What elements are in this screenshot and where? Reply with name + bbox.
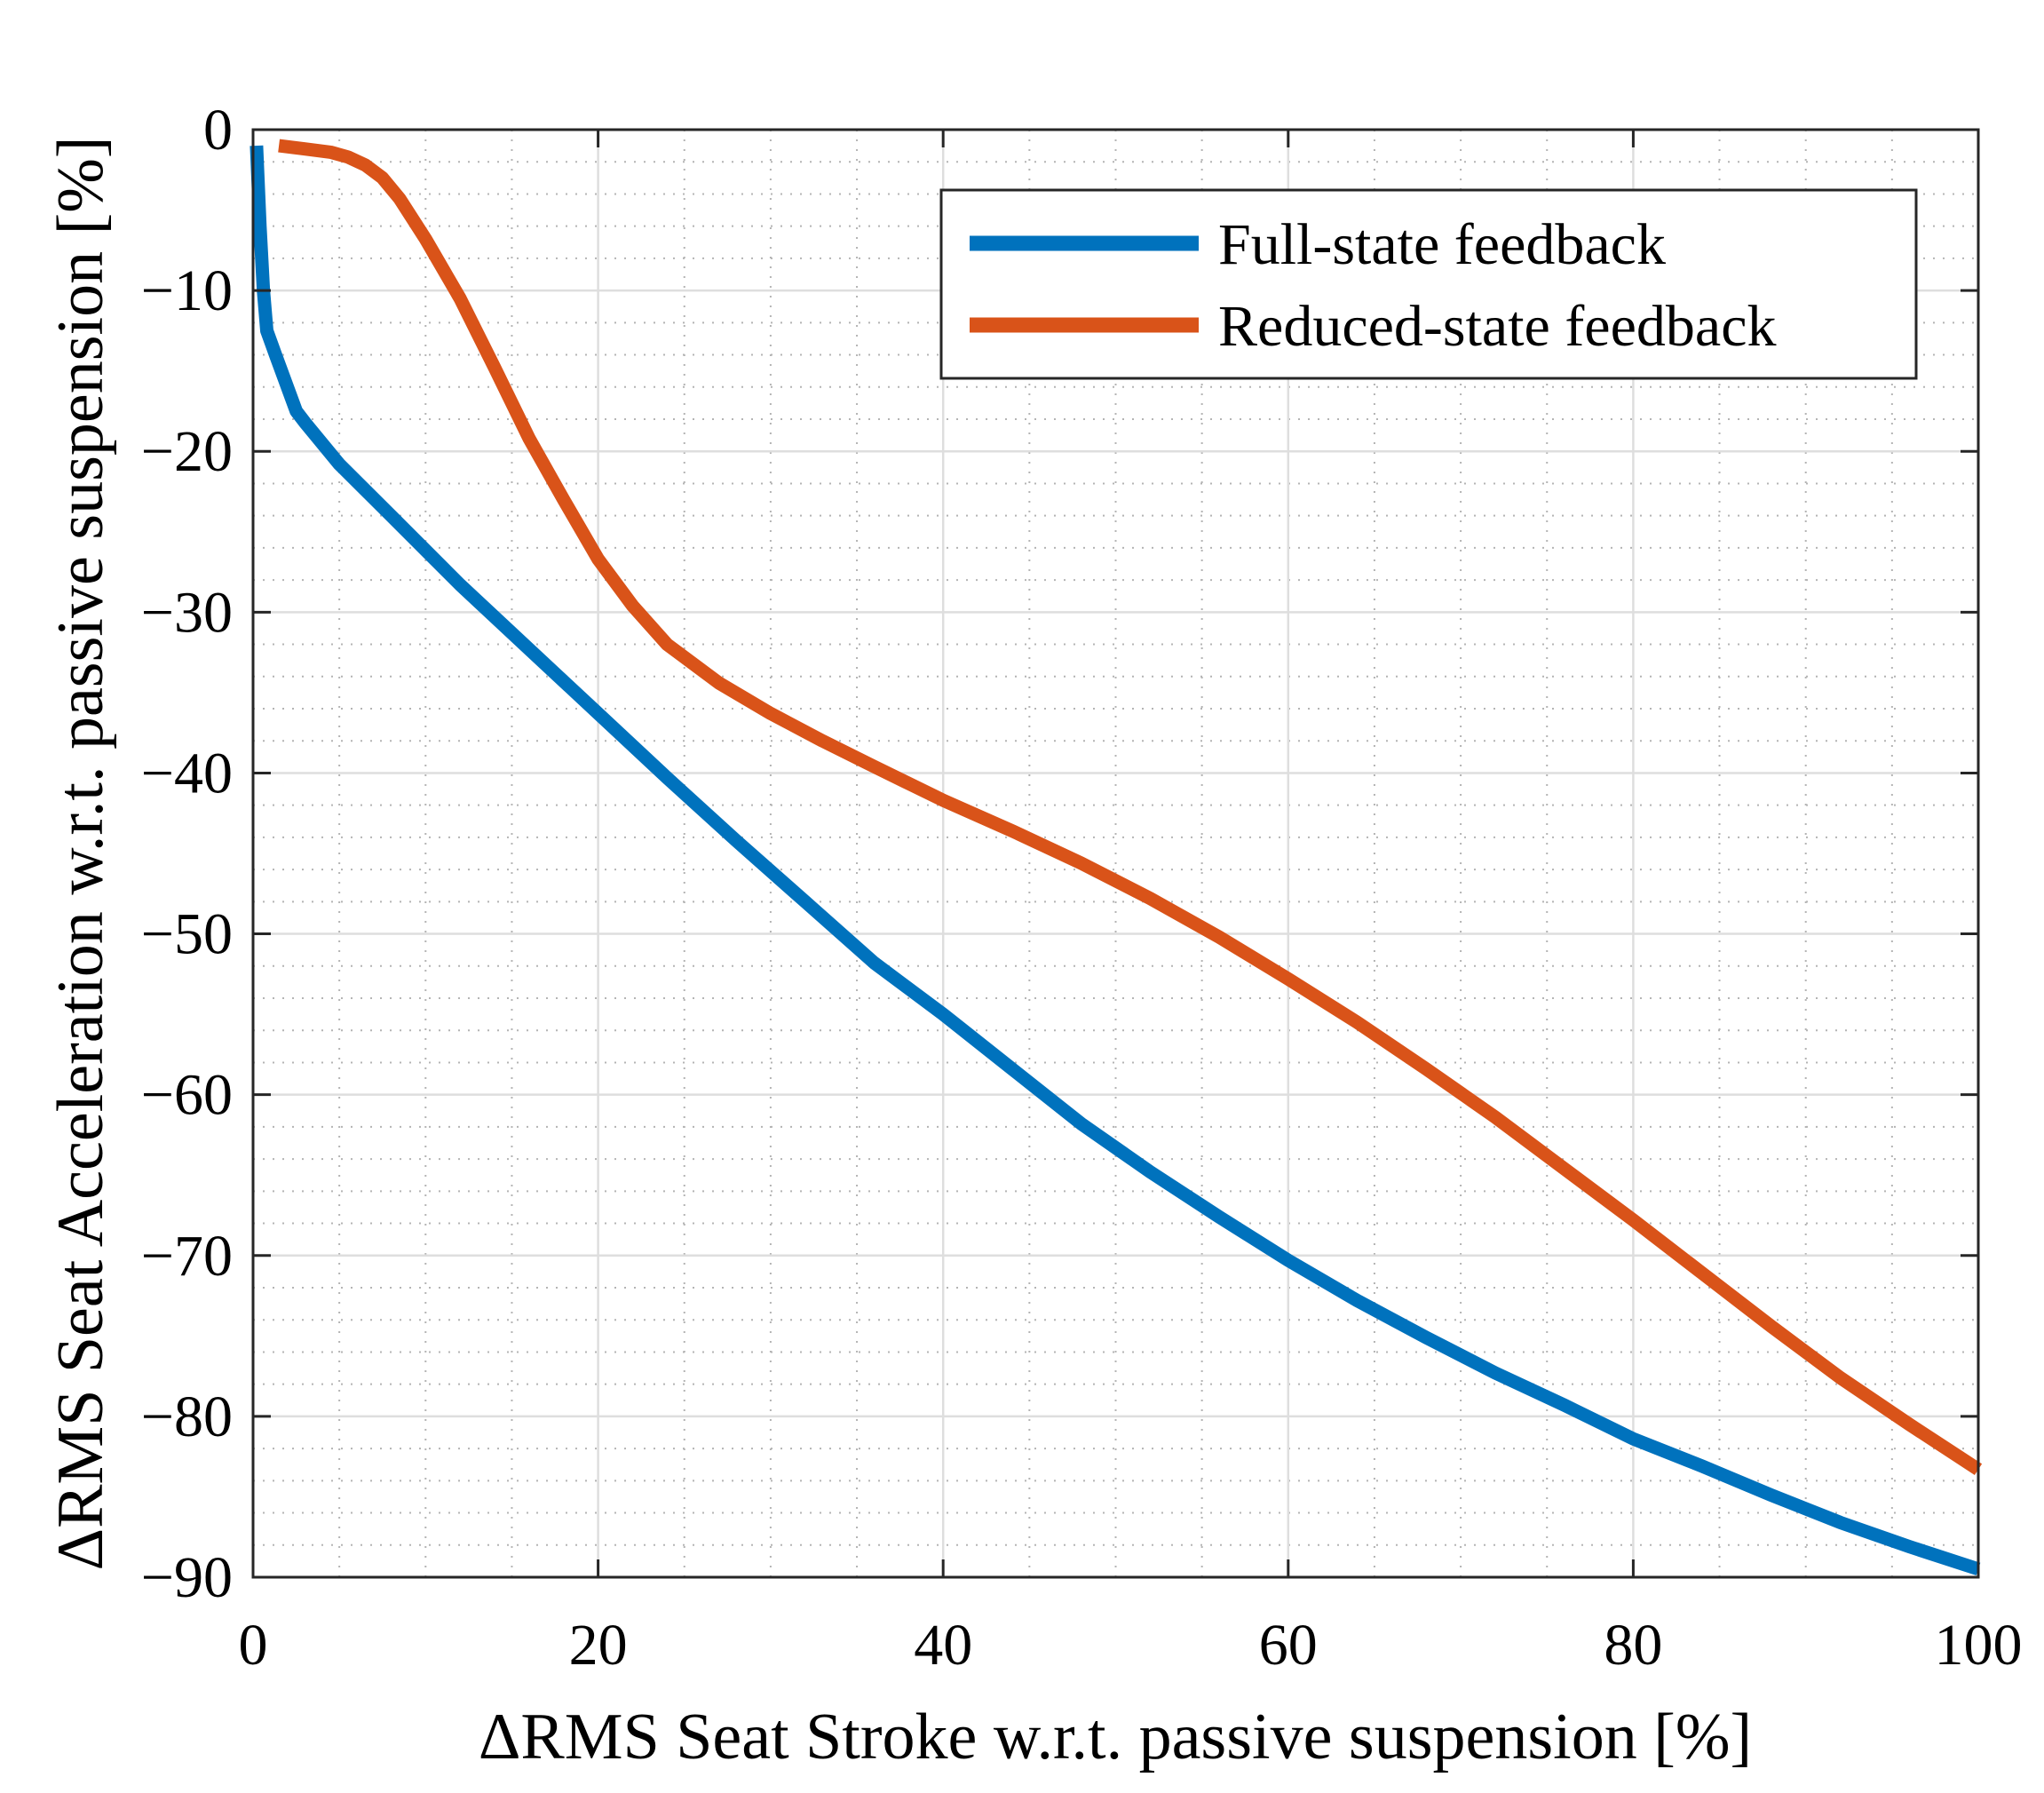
minor-grid xyxy=(253,130,1978,1577)
y-axis-label: ΔRMS Seat Acceleration w.r.t. passive su… xyxy=(44,136,117,1570)
x-tick-label: 0 xyxy=(239,1613,268,1678)
y-tick-label: −60 xyxy=(141,1063,233,1128)
legend-box xyxy=(939,188,1918,380)
y-tick-labels: 0 −10 −20 −30 −40 −50 −60 −70 −80 −90 xyxy=(141,98,233,1610)
x-axis-label: ΔRMS Seat Stroke w.r.t. passive suspensi… xyxy=(479,1701,1752,1773)
x-tick-label: 20 xyxy=(569,1613,628,1678)
series-layer xyxy=(250,139,1983,1576)
y-tick-label: −80 xyxy=(141,1384,233,1449)
y-tick-label: 0 xyxy=(203,98,233,163)
series-line-full-state-feedback xyxy=(250,145,1981,1576)
y-tick-label: −10 xyxy=(141,258,233,323)
x-tick-labels: 0 20 40 60 80 100 xyxy=(239,1613,2023,1678)
legend: Full-state feedback Reduced-state feedba… xyxy=(939,188,1918,380)
y-tick-label: −20 xyxy=(141,419,233,484)
x-tick-label: 100 xyxy=(1935,1613,2023,1678)
y-tick-label: −30 xyxy=(141,580,233,645)
y-tick-label: −70 xyxy=(141,1224,233,1289)
x-tick-label: 60 xyxy=(1259,1613,1318,1678)
x-tick-label: 40 xyxy=(914,1613,972,1678)
series-line-reduced-state-feedback xyxy=(278,139,1983,1475)
ticks-layer xyxy=(251,128,1980,1579)
x-tick-label: 80 xyxy=(1604,1613,1662,1678)
y-tick-label: −40 xyxy=(141,741,233,805)
y-tick-label: −50 xyxy=(141,902,233,967)
legend-label-full-state: Full-state feedback xyxy=(1218,212,1666,277)
y-tick-label: −90 xyxy=(141,1545,233,1610)
plot-frame xyxy=(251,128,1980,1579)
legend-label-reduced-state: Reduced-state feedback xyxy=(1218,294,1776,359)
